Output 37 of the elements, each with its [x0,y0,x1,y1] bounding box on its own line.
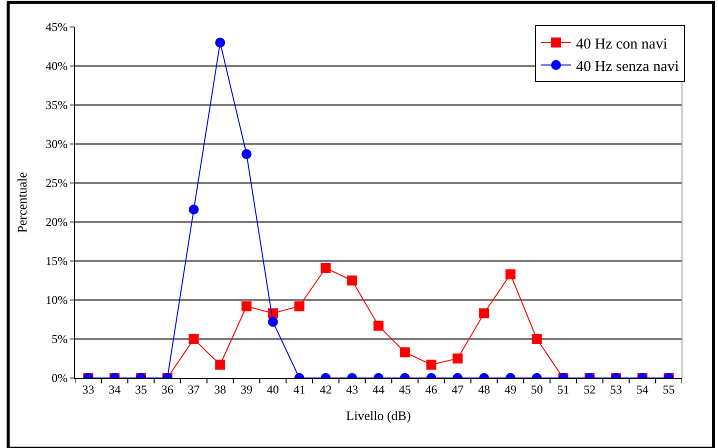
x-tick-label: 43 [346,382,358,396]
x-tick-label: 49 [504,382,516,396]
x-tick-label: 40 [266,382,279,396]
x-tick-label: 36 [161,382,174,396]
x-tick-label: 47 [452,382,464,396]
x-tick-label: 55 [662,382,675,396]
x-tick-label: 39 [240,382,253,396]
y-tick-label: 35% [46,98,68,112]
y-tick-label: 45% [46,20,68,34]
y-tick-label: 30% [46,137,68,152]
x-tick-label: 42 [320,382,332,396]
y-tick-label: 40% [46,59,68,74]
x-tick-label: 38 [214,382,226,396]
y-tick-label: 25% [46,176,68,190]
y-tick-label: 5% [52,332,68,346]
y-tick-label: 10% [46,293,68,308]
x-tick-label: 53 [610,382,622,396]
x-tick-label: 45 [398,382,411,396]
legend-label: 40 Hz senza navi [576,58,679,75]
x-tick-label: 44 [372,382,384,396]
y-tick-label: 15% [46,254,68,268]
x-tick-label: 50 [530,382,543,396]
y-tick-label: 20% [46,215,68,230]
x-tick-label: 54 [636,382,648,396]
x-tick-label: 48 [478,382,490,396]
x-tick-label: 34 [108,382,121,396]
y-tick-label: 0% [52,371,68,386]
x-tick-label: 46 [425,382,438,396]
x-tick-label: 37 [188,382,200,396]
x-tick-label: 33 [82,382,94,396]
x-tick-label: 35 [134,382,147,396]
y-axis-title: Percentuale [14,172,30,233]
x-axis-title: Livello (dB) [346,408,411,423]
x-tick-label: 52 [584,382,596,396]
x-tick-label: 51 [557,382,570,396]
legend-label: 40 Hz con navi [576,36,668,52]
x-tick-label: 41 [293,382,306,396]
